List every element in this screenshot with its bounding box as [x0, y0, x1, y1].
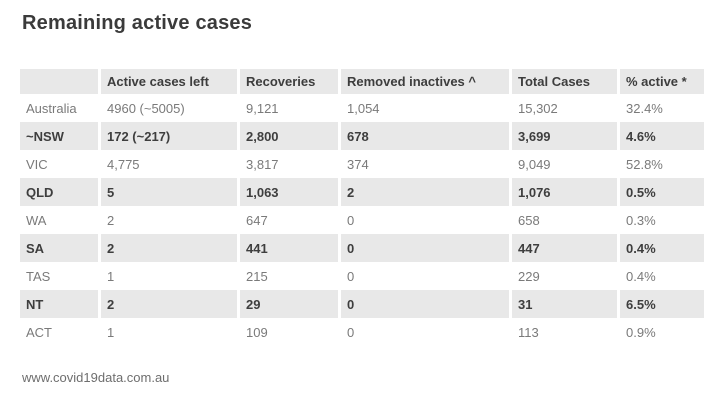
table-cell: 441	[237, 234, 338, 262]
table-cell: 0.9%	[617, 318, 704, 346]
table-cell: 215	[237, 262, 338, 290]
table-cell: 113	[509, 318, 617, 346]
table-cell: 9,049	[509, 150, 617, 178]
table-cell: 0	[338, 318, 509, 346]
table-cell: 2	[98, 206, 237, 234]
table-cell: 1	[98, 262, 237, 290]
source-url: www.covid19data.com.au	[22, 370, 170, 385]
table-cell: 447	[509, 234, 617, 262]
table-cell: 3,817	[237, 150, 338, 178]
table-cell: 15,302	[509, 94, 617, 122]
table-cell: 647	[237, 206, 338, 234]
table-cell: 2	[338, 178, 509, 206]
table-cell: 0	[338, 290, 509, 318]
table-cell: 29	[237, 290, 338, 318]
table-row-qld: QLD 5 1,063 2 1,076 0.5%	[20, 178, 704, 206]
col-header-recoveries: Recoveries	[237, 69, 338, 94]
row-label: VIC	[20, 150, 98, 178]
table-cell: 229	[509, 262, 617, 290]
table-row-nt: NT 2 29 0 31 6.5%	[20, 290, 704, 318]
table-cell: 4960 (~5005)	[98, 94, 237, 122]
row-label: WA	[20, 206, 98, 234]
row-label: Australia	[20, 94, 98, 122]
table-cell: 0	[338, 262, 509, 290]
table-cell: 9,121	[237, 94, 338, 122]
table-cell: 678	[338, 122, 509, 150]
row-label: ~NSW	[20, 122, 98, 150]
table-cell: 374	[338, 150, 509, 178]
col-header-removed-inactives: Removed inactives ^	[338, 69, 509, 94]
table-cell: 5	[98, 178, 237, 206]
table-cell: 32.4%	[617, 94, 704, 122]
col-header-active-cases-left: Active cases left	[98, 69, 237, 94]
table-cell: 0.4%	[617, 234, 704, 262]
table-cell: 0	[338, 206, 509, 234]
table-cell: 2	[98, 290, 237, 318]
table-cell: 109	[237, 318, 338, 346]
col-header-total-cases: Total Cases	[509, 69, 617, 94]
table-cell: 172 (~217)	[98, 122, 237, 150]
row-label: ACT	[20, 318, 98, 346]
col-header-region	[20, 69, 98, 94]
table-cell: 0.5%	[617, 178, 704, 206]
table-cell: 1,054	[338, 94, 509, 122]
table-cell: 1,063	[237, 178, 338, 206]
table-row-tas: TAS 1 215 0 229 0.4%	[20, 262, 704, 290]
table-header-row: Active cases left Recoveries Removed ina…	[20, 69, 704, 94]
table-cell: 2	[98, 234, 237, 262]
page-title: Remaining active cases	[22, 12, 253, 34]
table-row-sa: SA 2 441 0 447 0.4%	[20, 234, 704, 262]
col-header-pct-active: % active *	[617, 69, 704, 94]
table-cell: 0.4%	[617, 262, 704, 290]
row-label: SA	[20, 234, 98, 262]
row-label: QLD	[20, 178, 98, 206]
table-row-wa: WA 2 647 0 658 0.3%	[20, 206, 704, 234]
active-cases-table: Active cases left Recoveries Removed ina…	[20, 69, 704, 346]
table-cell: 1,076	[509, 178, 617, 206]
table-cell: 3,699	[509, 122, 617, 150]
table-cell: 0	[338, 234, 509, 262]
row-label: NT	[20, 290, 98, 318]
table-row-act: ACT 1 109 0 113 0.9%	[20, 318, 704, 346]
table-cell: 658	[509, 206, 617, 234]
table-cell: 52.8%	[617, 150, 704, 178]
row-label: TAS	[20, 262, 98, 290]
table-row-vic: VIC 4,775 3,817 374 9,049 52.8%	[20, 150, 704, 178]
table-row-australia: Australia 4960 (~5005) 9,121 1,054 15,30…	[20, 94, 704, 122]
table-cell: 4.6%	[617, 122, 704, 150]
table-row-nsw: ~NSW 172 (~217) 2,800 678 3,699 4.6%	[20, 122, 704, 150]
table-cell: 2,800	[237, 122, 338, 150]
table-cell: 31	[509, 290, 617, 318]
table-cell: 1	[98, 318, 237, 346]
table-cell: 0.3%	[617, 206, 704, 234]
table-cell: 4,775	[98, 150, 237, 178]
table-cell: 6.5%	[617, 290, 704, 318]
